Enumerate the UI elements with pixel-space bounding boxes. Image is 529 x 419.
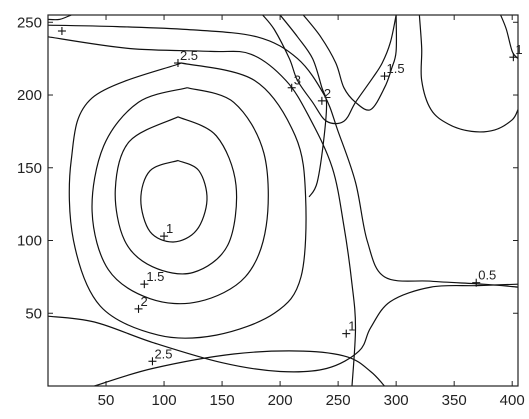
contour-line-top-curve: [48, 36, 357, 386]
contour-label: 2: [324, 86, 331, 101]
x-tick-label: 250: [326, 392, 351, 409]
contour-line-inner-ring: [140, 159, 208, 243]
axes: 50 100 150 200 250 300 350 400 50 100 150 200 250: [17, 14, 525, 409]
contour-marker: [57, 27, 66, 36]
contour-marker: [472, 278, 481, 287]
contour-marker: [342, 329, 351, 338]
contour-line-top-left-corner: [48, 15, 72, 21]
plot-frame: [47, 14, 519, 387]
y-tick-label: 200: [17, 87, 42, 104]
y-tick-label: 250: [17, 14, 42, 31]
x-tick-label: 400: [500, 392, 525, 409]
x-tick-label: 50: [98, 392, 115, 409]
contour-line-ridge-b: [279, 15, 328, 198]
y-tick-label: 50: [25, 305, 42, 322]
x-tick-label: 100: [152, 392, 177, 409]
contour-label: 1: [166, 221, 173, 236]
y-tick-label: 100: [17, 233, 42, 250]
contour-line-ridge-c: [302, 15, 398, 111]
contour-line-ring-4: [68, 62, 307, 339]
contour-label: 1.5: [146, 269, 164, 284]
contour-label: 1: [348, 319, 355, 334]
contour-line-right-upper: [500, 15, 518, 60]
contour-line-left-bottom: [48, 283, 518, 373]
contour-line-right-loop: [418, 15, 518, 133]
contour-line-bottom: [94, 350, 385, 386]
contour-line-top-curve-2: [48, 24, 518, 288]
x-tick-label: 350: [442, 392, 467, 409]
contour-marker: [134, 304, 143, 313]
contour-marker: [509, 53, 518, 62]
contour-marker: [287, 83, 296, 92]
contour-line-ridge-a: [262, 15, 397, 125]
contour-label: 0.5: [478, 268, 496, 283]
contour-label: 2.5: [154, 346, 172, 361]
contour-markers: [57, 27, 518, 366]
contour-label: 3: [294, 73, 301, 88]
x-tick-label: 200: [268, 392, 293, 409]
x-tick-label: 150: [210, 392, 235, 409]
contour-marker: [160, 232, 169, 241]
contour-line-ring-2: [114, 116, 238, 275]
contour-marker: [317, 96, 326, 105]
x-tick-label: 300: [384, 392, 409, 409]
contour-marker: [173, 59, 182, 68]
contour-label: 1.5: [387, 61, 405, 76]
contour-marker: [380, 72, 389, 81]
contour-marker: [148, 357, 157, 366]
contour-lines: [48, 15, 518, 386]
y-tick-label: 150: [17, 160, 42, 177]
contour-label: 2.5: [180, 48, 198, 63]
contour-labels: 2.5 3 2 1.5 1 1 1.5 2 2.5 1 0.5: [141, 42, 523, 361]
contour-label: 1: [515, 42, 522, 57]
contour-line-ring-3: [91, 87, 269, 305]
contour-marker: [140, 280, 149, 289]
contour-label: 2: [141, 294, 148, 309]
